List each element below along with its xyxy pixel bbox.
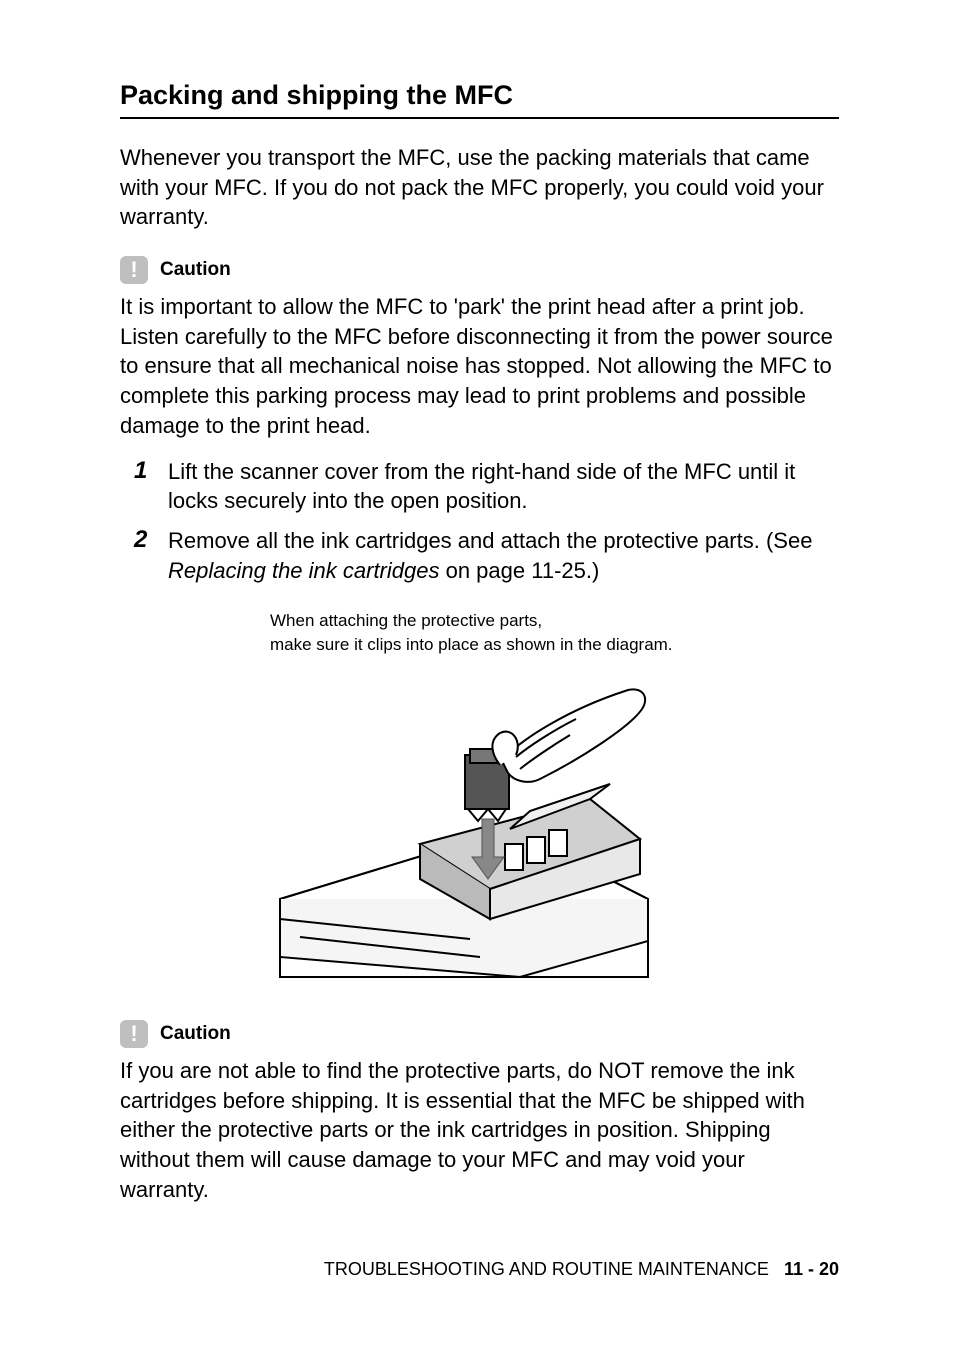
step-2-number: 2: [134, 526, 150, 585]
caution-icon: !: [120, 256, 148, 284]
page-footer: TROUBLESHOOTING AND ROUTINE MAINTENANCE …: [324, 1259, 839, 1280]
steps-list: 1 Lift the scanner cover from the right-…: [134, 457, 839, 586]
caution-icon: !: [120, 1020, 148, 1048]
step-2-text-italic: Replacing the ink cartridges: [168, 558, 439, 583]
step-1-number: 1: [134, 457, 150, 516]
step-2: 2 Remove all the ink cartridges and atta…: [134, 526, 839, 585]
step-2-text-pre: Remove all the ink cartridges and attach…: [168, 528, 812, 553]
intro-paragraph: Whenever you transport the MFC, use the …: [120, 143, 839, 232]
diagram-caption-line-2: make sure it clips into place as shown i…: [270, 633, 839, 657]
caution-1-text: It is important to allow the MFC to 'par…: [120, 292, 839, 440]
step-1: 1 Lift the scanner cover from the right-…: [134, 457, 839, 516]
caution-1-header: ! Caution: [120, 256, 839, 284]
caution-2-header: ! Caution: [120, 1020, 839, 1048]
diagram-caption: When attaching the protective parts, mak…: [270, 609, 839, 657]
footer-page-number: 11 - 20: [784, 1259, 839, 1279]
caution-2-label: Caution: [160, 1023, 231, 1045]
step-1-text: Lift the scanner cover from the right-ha…: [168, 457, 839, 516]
page-heading: Packing and shipping the MFC: [120, 80, 839, 119]
step-2-text: Remove all the ink cartridges and attach…: [168, 526, 839, 585]
step-2-text-post: on page 11-25.): [439, 558, 599, 583]
diagram-caption-line-1: When attaching the protective parts,: [270, 609, 839, 633]
footer-section: TROUBLESHOOTING AND ROUTINE MAINTENANCE: [324, 1259, 769, 1279]
printer-diagram: [270, 669, 839, 984]
caution-2-text: If you are not able to find the protecti…: [120, 1056, 839, 1204]
caution-1-label: Caution: [160, 259, 231, 281]
